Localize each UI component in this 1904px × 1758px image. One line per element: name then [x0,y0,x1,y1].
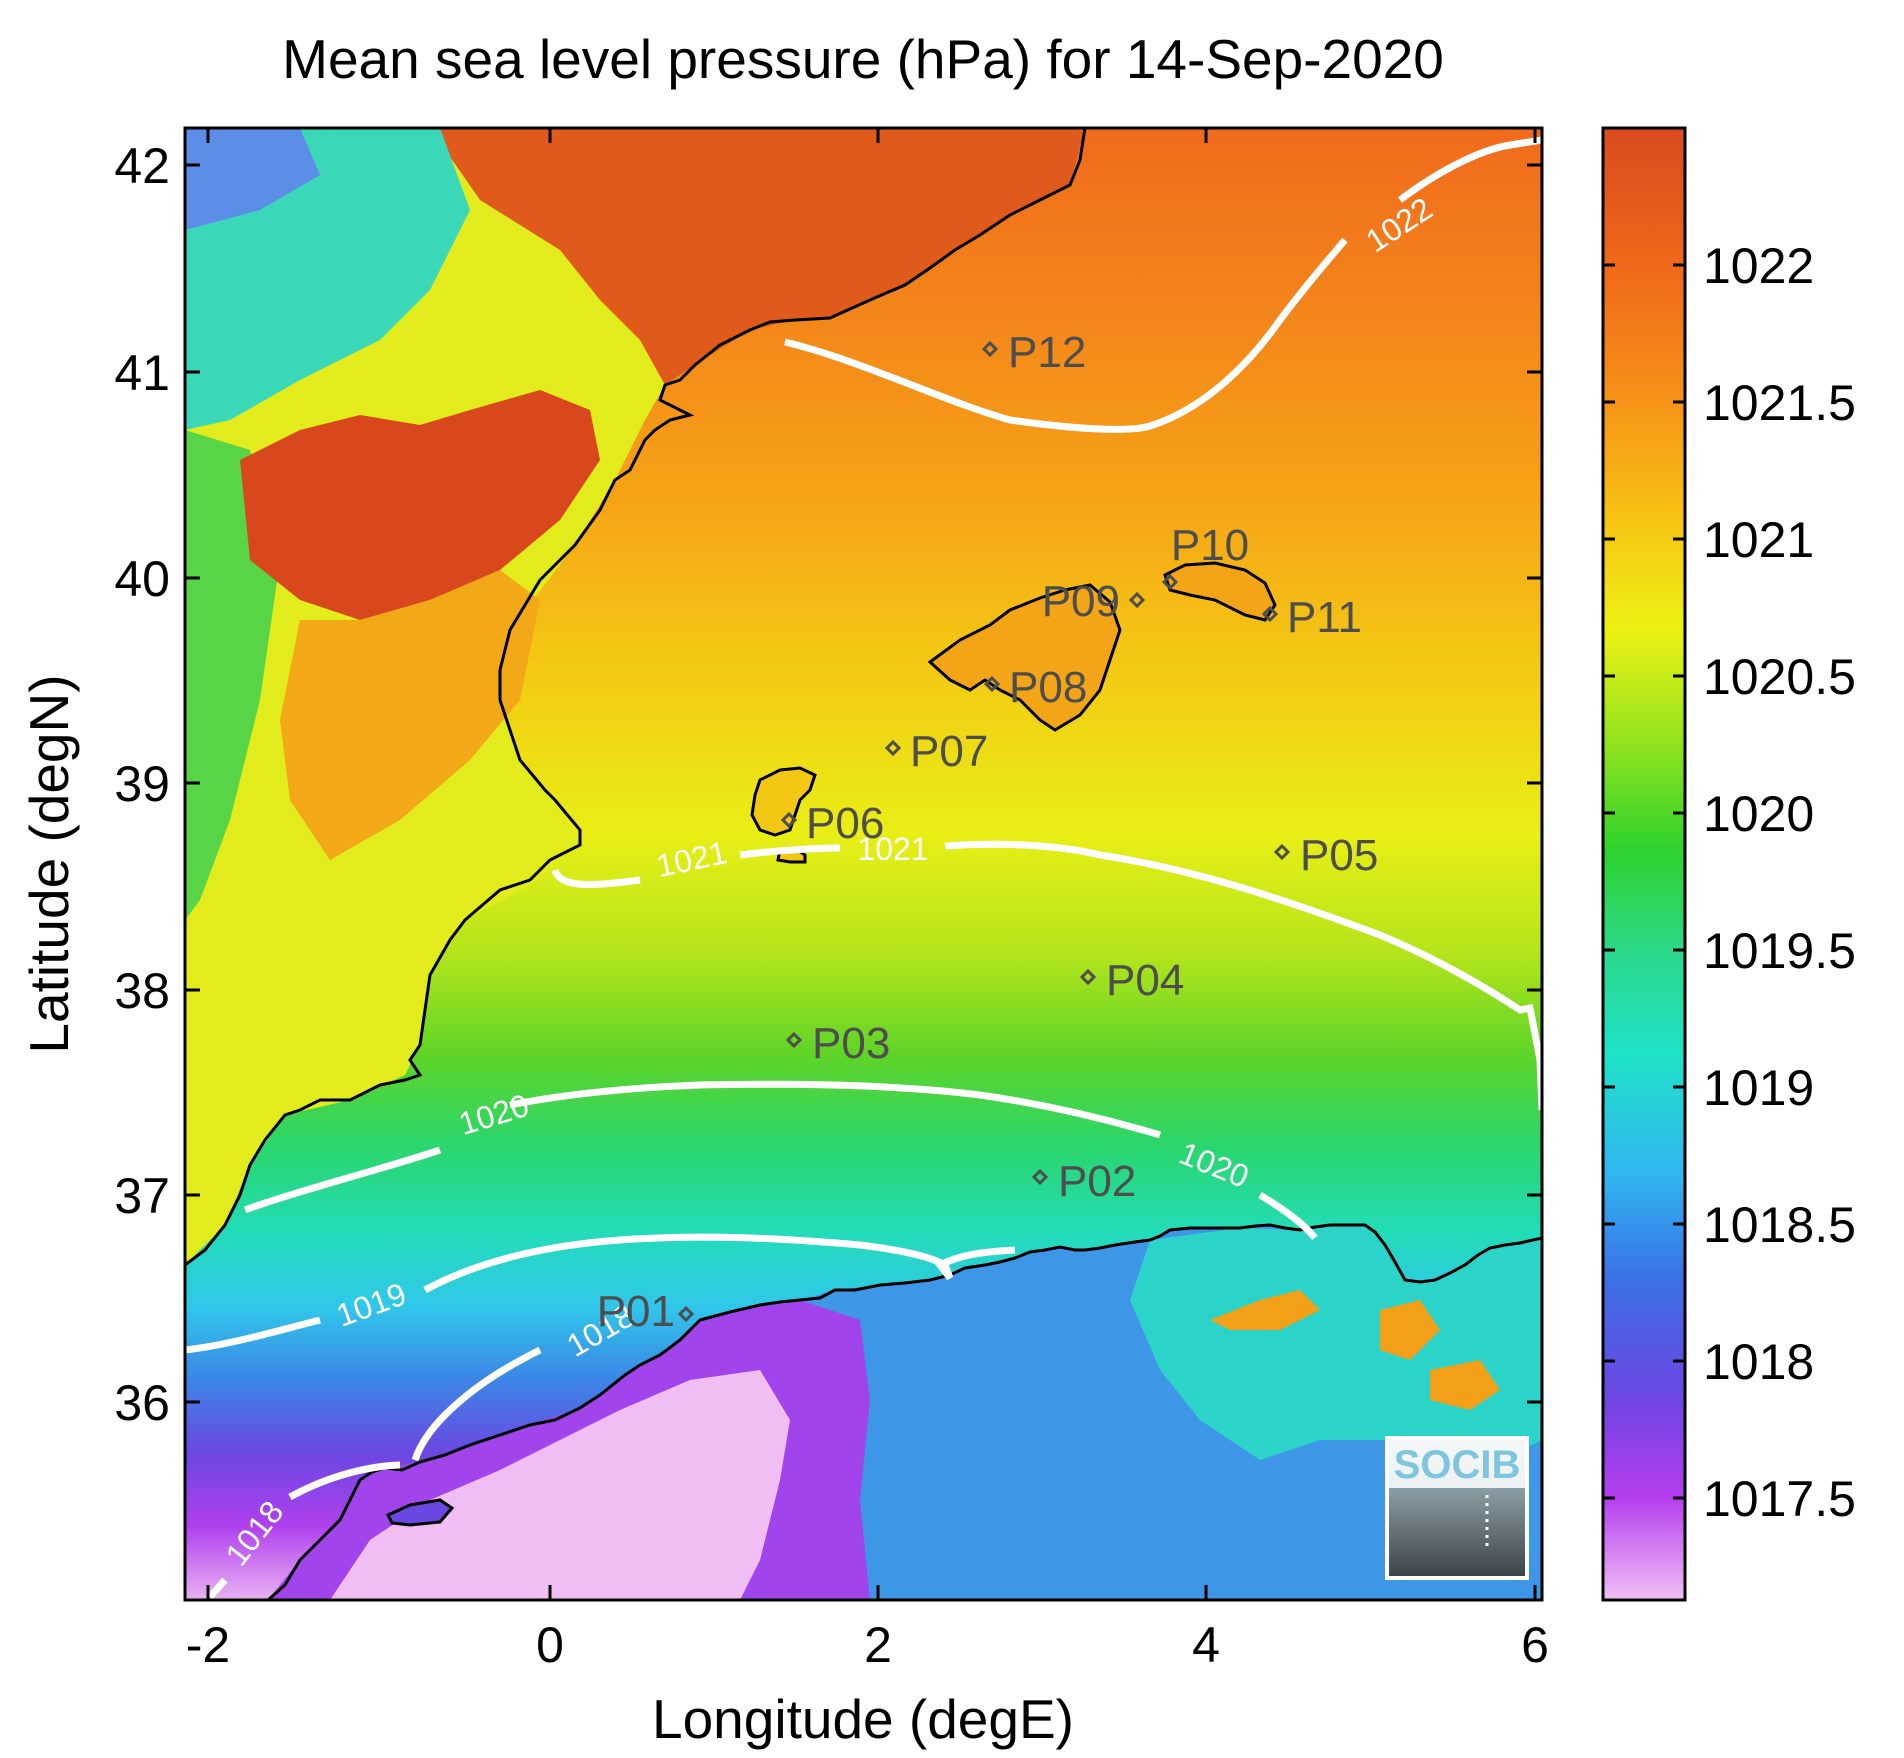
station-marker-p07 [884,739,902,757]
socib-logo: SOCIB [1385,1436,1529,1580]
station-marker-p02 [1031,1168,1049,1186]
land-iberia-warm [430,128,1085,385]
station-marker-p10 [1161,573,1179,591]
station-marker-p11 [1261,605,1279,623]
map-frame [183,126,1544,1602]
coastline-africa [267,1223,1542,1600]
y-tick-label: 37 [114,1168,170,1224]
land-iberia [185,128,1085,1265]
station-label-p07: P07 [910,727,988,776]
station-marker-p06 [780,811,798,829]
contour-line-1020 [243,1080,1318,1241]
station-label-p09: P09 [1042,577,1120,626]
x-tick-label: 6 [1521,1617,1549,1673]
station-label-p06: P06 [806,799,884,848]
contour-label-1021-east: 1021 [857,831,928,867]
island-ibiza [750,766,817,837]
land-iberia-orange-band [280,570,540,860]
y-tick-label: 39 [114,756,170,812]
station-marker-p05 [1273,843,1291,861]
station-marker-p09 [1128,591,1146,609]
x-axis: -2 0 2 4 6 [186,128,1549,1673]
y-axis: 42 41 40 39 38 37 36 [114,138,1542,1431]
contour-line-1021 [551,840,1542,1111]
y-tick-label: 36 [114,1375,170,1431]
colorbar-tick-label: 1022 [1703,238,1814,294]
x-tick-label: 2 [864,1617,892,1673]
y-tick-label: 38 [114,963,170,1019]
station-label-p02: P02 [1058,1157,1136,1206]
land-africa-pink [330,1370,790,1600]
colorbar [1601,126,1687,1602]
contour-line-1018 [207,1346,542,1600]
station-label-p11: P11 [1287,593,1362,642]
colorbar-ticks: 1022 1021.5 1021 1020.5 1020 1019.5 1019 1018.5… [1603,238,1856,1527]
y-tick-label: 42 [114,138,170,194]
station-label-p12: P12 [1008,328,1086,377]
coastline-iberia [185,128,1087,1267]
colorbar-tick-label: 1018.5 [1703,1197,1856,1253]
station-marker-p04 [1079,968,1097,986]
colorbar-tick-label: 1021 [1703,512,1814,568]
land-africa-warm-spots [1210,1290,1500,1410]
map-plot-area: 1022 1021 1021 1020 1020 1019 1018 1018 … [185,128,1542,1600]
y-tick-label: 40 [114,551,170,607]
colorbar-tick-label: 1018 [1703,1334,1814,1390]
station-label-p01: P01 [597,1287,675,1336]
x-tick-label: 4 [1192,1617,1220,1673]
island-alboran [385,1498,455,1527]
station-marker-p12 [981,340,999,358]
contour-line-1019 [185,1233,1016,1354]
station-marker-p01 [677,1305,695,1323]
y-tick-label: 41 [114,345,170,401]
x-axis-label: Longitude (degE) [652,1688,1074,1750]
land-iberia-blue-corner [185,128,320,230]
y-axis-label: Latitude (degN) [18,674,80,1053]
land-iberia-high-plateau [240,390,600,620]
colorbar-tick-label: 1019 [1703,1060,1814,1116]
station-label-p10: P10 [1171,521,1249,570]
station-label-p08: P08 [1009,663,1087,712]
x-tick-label: 0 [536,1617,564,1673]
station-marker-p08 [983,675,1001,693]
station-label-p05: P05 [1300,831,1378,880]
land-africa-cyan-east [1130,1225,1542,1470]
socib-logo-text: SOCIB [1394,1443,1521,1487]
station-label-p03: P03 [812,1019,890,1068]
island-menorca [1163,561,1277,622]
contour-line-1022 [784,136,1542,433]
x-tick-label: -2 [186,1617,230,1673]
chart-title: Mean sea level pressure (hPa) for 14-Sep… [282,28,1444,90]
colorbar-tick-label: 1020.5 [1703,649,1856,705]
colorbar-tick-label: 1020 [1703,786,1814,842]
colorbar-tick-label: 1017.5 [1703,1471,1856,1527]
station-markers: P01 P02 P03 P04 P05 P06 P07 P08 P09 P10 P11 P12 [597,328,1379,1336]
colorbar-tick-label: 1021.5 [1703,375,1856,431]
station-marker-p03 [785,1031,803,1049]
station-label-p04: P04 [1106,956,1184,1005]
colorbar-tick-label: 1019.5 [1703,923,1856,979]
